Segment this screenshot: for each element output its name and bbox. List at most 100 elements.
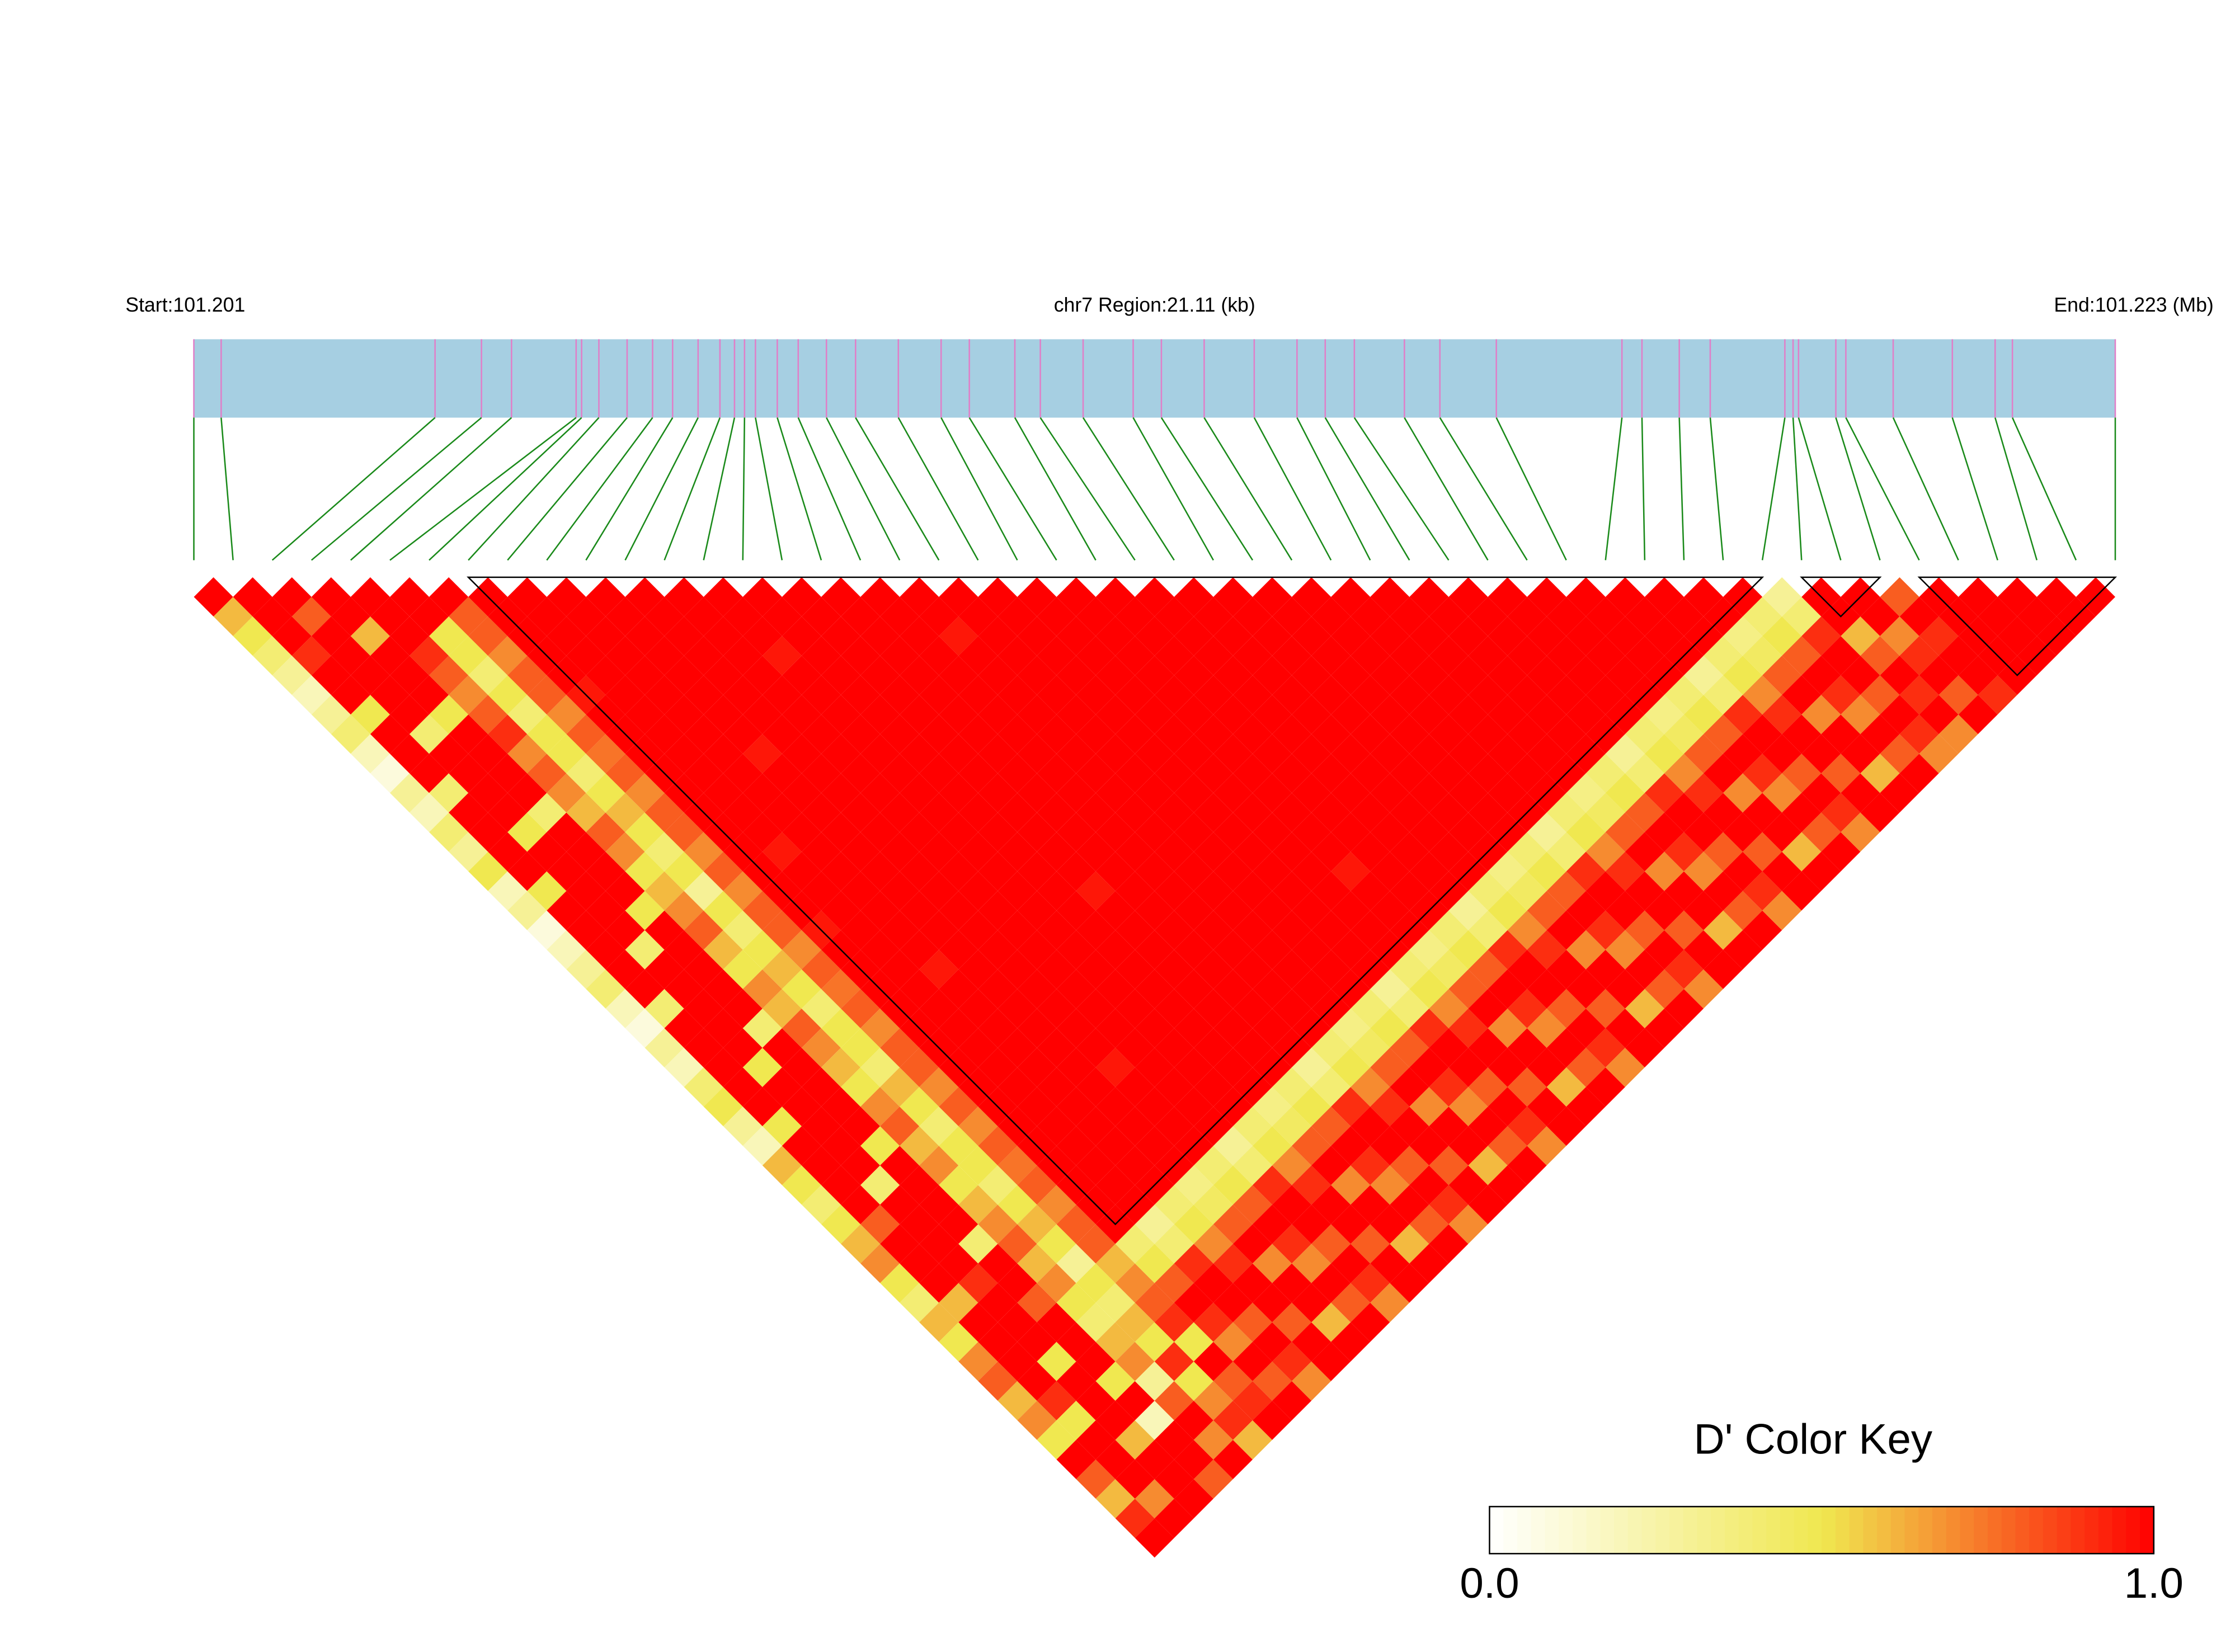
ld-cell [1429,596,1469,637]
color-key-step [1669,1507,1685,1554]
ld-cell [1037,675,1076,715]
color-key-step [1711,1507,1726,1554]
ld-cell [1507,1028,1547,1068]
snp-connector [1845,417,1920,561]
ld-cell [1135,1047,1174,1088]
ld-cell [1154,1067,1194,1107]
ld-cell [1821,675,1861,715]
ld-cell [1252,891,1292,930]
ld-cell [1331,1204,1371,1244]
ld-cell [1390,832,1429,872]
ld-cell [958,636,998,676]
ld-cell [449,714,488,754]
ld-cell [291,596,331,637]
snp-connector [826,417,901,561]
ld-cell [488,832,528,872]
color-key-step [2043,1507,2058,1554]
ld-cell [1390,793,1429,832]
color-key-step [1697,1507,1712,1554]
ld-cell [821,1047,861,1088]
ld-cell [821,1126,861,1166]
ld-cell [1546,675,1586,715]
ld-cell [1174,1244,1213,1283]
ld-cell [605,596,645,637]
ld-cell [762,675,802,715]
ld-cell [1213,773,1253,813]
ld-cell [762,910,802,950]
ld-cell [762,949,802,989]
ld-cell [939,577,978,616]
ld-cell [821,616,861,656]
ld-cell [958,1342,998,1381]
color-key-step [1987,1507,2002,1554]
ld-cell [488,714,528,754]
ld-cell [1154,949,1194,989]
ld-cell [1448,577,1488,616]
ld-cell [605,754,645,793]
ld-cell [1390,1028,1429,1068]
snp-connector [1678,417,1685,561]
ld-cell [1037,596,1076,637]
ld-cell [1331,812,1371,852]
ld-cell [1331,1047,1371,1088]
snp-connector [507,417,628,561]
ld-cell [1644,891,1684,930]
snp-connector [1709,417,1724,561]
ld-cell [625,891,665,930]
color-key-step [2140,1507,2155,1554]
color-key-step [1960,1507,1975,1554]
ld-cell [880,596,920,637]
ld-cell [1193,793,1233,832]
ld-cell [1390,754,1429,793]
ld-cell [958,832,998,872]
ld-cell [1095,734,1135,774]
ld-cell [860,1165,900,1205]
ld-cell [684,1067,723,1107]
ld-cell [1331,1008,1371,1048]
ld-cell [1193,949,1233,989]
region-label: chr7 Region:21.11 (kb) [1054,294,1255,316]
ld-cell [1135,1087,1174,1127]
ld-cell [1370,969,1410,1009]
ld-block-outline [1917,576,2118,676]
ld-cell [331,675,370,715]
ld-cell [1351,1263,1390,1303]
ld-cell [1507,832,1547,872]
ld-cell [1272,1224,1312,1264]
snp-connector [220,417,234,561]
ld-cell [1193,832,1233,872]
ld-cell [919,1263,959,1303]
ld-cell [1193,1224,1233,1264]
snp-connector [350,417,512,561]
ld-cell [1566,577,1606,616]
ld-cell [1115,714,1155,754]
ld-cell [1448,656,1488,695]
ld-cell [194,577,233,616]
ld-cell [1566,1008,1606,1048]
ld-cell [527,596,567,637]
ld-cell [919,596,959,637]
ld-cell [703,656,743,695]
ld-cell [350,734,390,774]
ld-cell [1193,596,1233,637]
ld-cell [1468,793,1508,832]
color-key-step [1904,1507,1919,1554]
snp-connector [1253,417,1332,561]
ld-cell [939,656,978,695]
ld-cell [958,910,998,950]
ld-cell [1468,636,1508,676]
ld-cell [1115,1263,1155,1303]
ld-cell [1232,714,1273,754]
ld-cell [880,1224,920,1264]
ld-cell [1644,695,1684,735]
ld-cell [1115,1342,1155,1381]
ld-cell [1095,969,1135,1009]
ld-cell [1704,675,1743,715]
ld-cell [1801,695,1841,735]
ld-cell [1468,754,1508,793]
ld-cell [1743,714,1782,754]
color-key-step [2085,1507,2100,1554]
ld-cell [625,969,665,1009]
ld-cell [1743,596,1782,637]
ld-cell [762,754,802,793]
